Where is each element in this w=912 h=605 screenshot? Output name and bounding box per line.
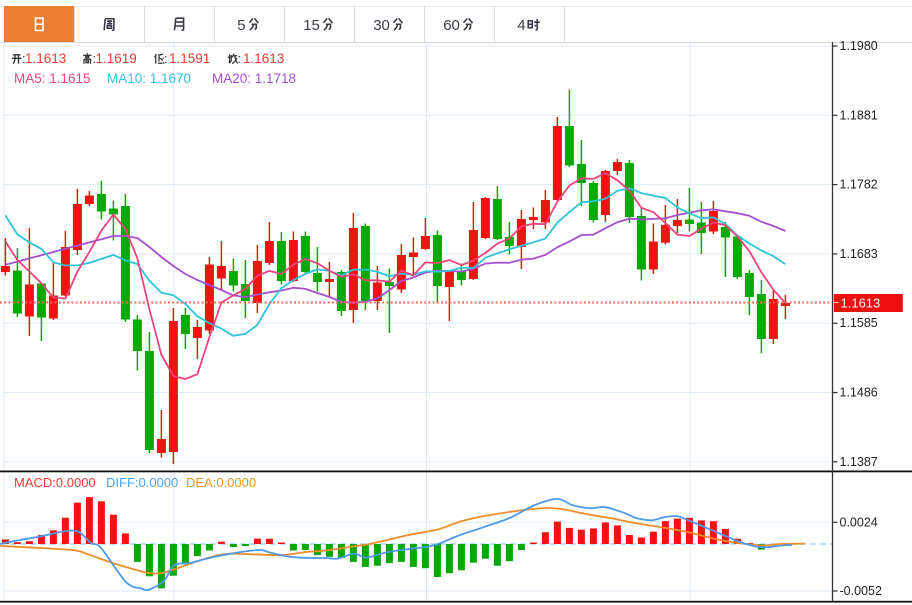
svg-text:1.1782: 1.1782: [840, 178, 878, 192]
svg-text:MA10: 1.1670: MA10: 1.1670: [107, 71, 191, 86]
svg-text:MACD:0.0000: MACD:0.0000: [14, 475, 96, 490]
svg-text:1.1683: 1.1683: [840, 247, 878, 261]
svg-text:0.0024: 0.0024: [840, 515, 878, 529]
svg-text:1.1591: 1.1591: [169, 51, 210, 66]
svg-text::: :: [238, 51, 242, 66]
svg-text:DEA:0.0000: DEA:0.0000: [186, 475, 256, 490]
svg-text:15: 15: [303, 17, 320, 34]
svg-text:-0.0052: -0.0052: [840, 584, 882, 598]
svg-text:60: 60: [443, 17, 460, 34]
svg-text:MA20: 1.1718: MA20: 1.1718: [212, 71, 296, 86]
svg-text:4: 4: [517, 17, 525, 34]
svg-text:1.1881: 1.1881: [840, 108, 878, 122]
svg-text:1.1619: 1.1619: [96, 51, 137, 66]
svg-text:1.1613: 1.1613: [25, 51, 66, 66]
svg-text:MA5: 1.1615: MA5: 1.1615: [14, 71, 91, 86]
svg-text::: :: [164, 51, 168, 66]
svg-text:5: 5: [237, 17, 245, 34]
svg-text::: :: [93, 51, 97, 66]
svg-text::: :: [22, 51, 26, 66]
svg-text:1.1613: 1.1613: [841, 296, 881, 311]
svg-text:1.1486: 1.1486: [840, 386, 878, 400]
svg-text:DIFF:0.0000: DIFF:0.0000: [106, 475, 178, 490]
svg-text:1.1980: 1.1980: [840, 39, 878, 53]
svg-text:1.1613: 1.1613: [243, 51, 284, 66]
svg-text:30: 30: [373, 17, 390, 34]
svg-text:1.1387: 1.1387: [840, 455, 878, 469]
svg-text:1.1585: 1.1585: [840, 316, 878, 330]
